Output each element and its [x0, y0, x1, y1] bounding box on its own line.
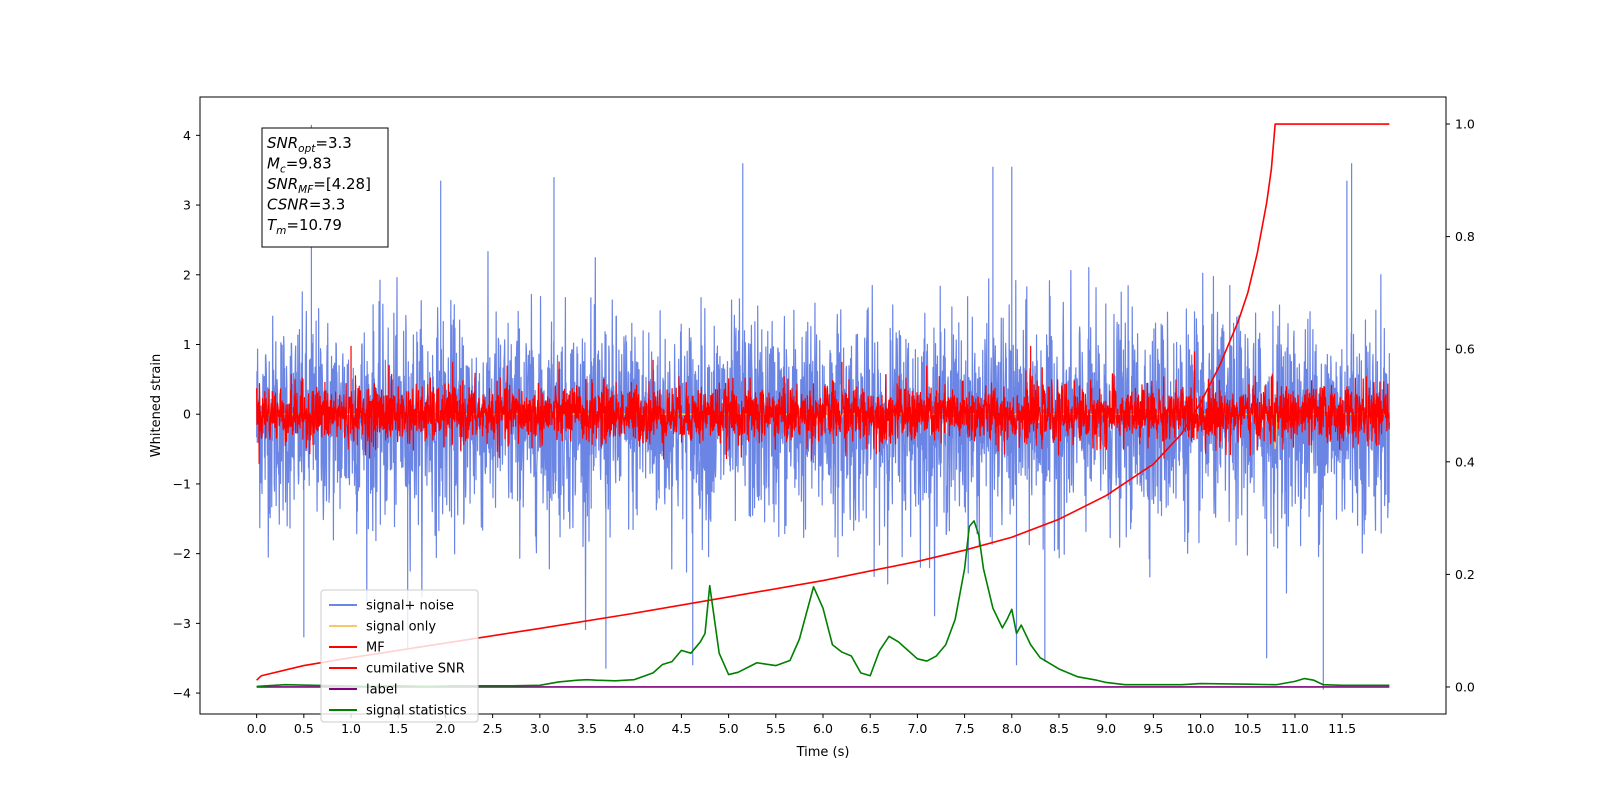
x-tick-label: 3.5 [577, 721, 597, 736]
legend-label: cumilative SNR [366, 662, 465, 677]
series-signal-noise [256, 124, 1390, 690]
x-tick-label: 1.0 [341, 721, 361, 736]
x-tick-label: 0.0 [247, 721, 267, 736]
legend-label: label [366, 683, 397, 698]
x-tick-label: 1.5 [388, 721, 408, 736]
x-tick-label: 5.0 [719, 721, 739, 736]
noise-layer [256, 124, 1390, 690]
y-axis-right: 0.0 0.2 0.4 0.6 0.8 1.0 [1446, 117, 1475, 694]
x-tick-label: 11.5 [1328, 721, 1356, 736]
x-tick-label: 10.5 [1234, 721, 1262, 736]
annotation-line: CSNR=3.3 [267, 196, 345, 214]
x-tick-label: 7.5 [955, 721, 975, 736]
y-tick-label: −3 [173, 616, 191, 631]
y-axis-left: −4 −3 −2 −1 0 1 2 3 4 [173, 128, 200, 701]
legend: signal+ noise signal only MF cumilative SNR… [320, 589, 479, 723]
annotation-frame [261, 127, 389, 248]
annotation-line: SNRMF=[4.28] [267, 175, 371, 196]
y2-tick-label: 0.8 [1455, 229, 1475, 244]
y-tick-label: −2 [173, 546, 191, 561]
x-tick-label: 8.5 [1049, 721, 1069, 736]
y2-tick-label: 1.0 [1455, 117, 1475, 132]
x-tick-label: 2.5 [483, 721, 503, 736]
y-tick-label: 2 [183, 267, 191, 282]
x-tick-label: 9.5 [1143, 721, 1163, 736]
x-tick-label: 8.0 [1002, 721, 1022, 736]
x-tick-label: 0.5 [294, 721, 314, 736]
x-tick-label: 5.5 [766, 721, 786, 736]
x-axis: 0.0 0.5 1.0 1.5 2.0 2.5 3.0 3.5 4.0 4.5 5.0 5.5 6.0 6… [247, 714, 1356, 736]
x-tick-label: 9.0 [1096, 721, 1116, 736]
x-tick-label: 6.0 [813, 721, 833, 736]
y2-tick-label: 0.0 [1455, 679, 1475, 694]
legend-label: signal+ noise [366, 599, 454, 614]
x-axis-label: Time (s) [796, 745, 850, 760]
y-tick-label: 3 [183, 198, 191, 213]
x-tick-label: 2.0 [435, 721, 455, 736]
x-tick-label: 6.5 [860, 721, 880, 736]
y2-tick-label: 0.6 [1455, 342, 1475, 357]
legend-label: MF [366, 641, 385, 656]
annotation-line: Tm=10.79 [267, 216, 342, 237]
x-tick-label: 11.0 [1281, 721, 1309, 736]
x-tick-label: 4.0 [624, 721, 644, 736]
x-tick-label: 4.5 [671, 721, 691, 736]
y-tick-label: 1 [183, 337, 191, 352]
x-tick-label: 3.0 [530, 721, 550, 736]
y2-tick-label: 0.2 [1455, 567, 1475, 582]
legend-label: signal only [366, 620, 436, 635]
y-tick-label: 0 [183, 407, 191, 422]
annotation-line: SNRopt=3.3 [267, 134, 352, 155]
y2-tick-label: 0.4 [1455, 454, 1475, 469]
legend-frame [320, 589, 479, 723]
y-tick-label: −4 [173, 686, 191, 701]
y-axis-label: Whitened strain [149, 354, 164, 457]
y-tick-label: −1 [173, 476, 191, 491]
series-mf [256, 345, 1390, 465]
y-tick-label: 4 [183, 128, 191, 143]
annotation-line: Mc=9.83 [267, 155, 332, 176]
series-signal-statistics [256, 520, 1390, 688]
x-tick-label: 10.0 [1187, 721, 1215, 736]
legend-label: signal statistics [366, 704, 467, 719]
x-tick-label: 7.0 [907, 721, 927, 736]
